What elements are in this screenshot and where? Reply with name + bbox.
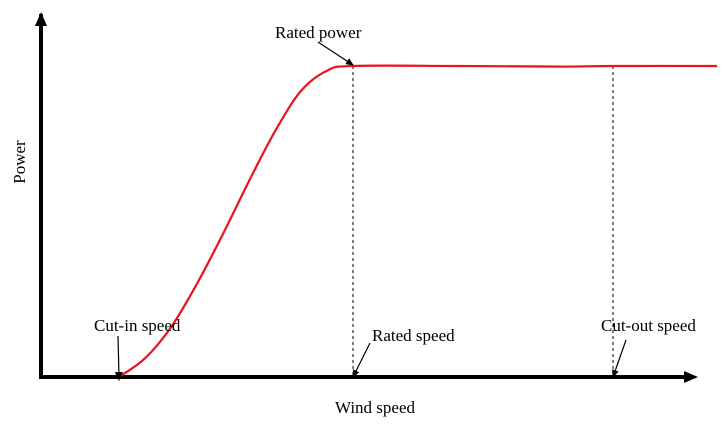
annotation-rated-power: Rated power [275,23,362,42]
y-axis-label: Power [10,140,29,184]
annotation-pointers [114,41,627,381]
x-axis-label: Wind speed [335,398,416,417]
y-axis-arrow [35,12,47,26]
annotation-arrow-3 [317,41,354,66]
annotation-cut-in-speed: Cut-in speed [94,316,181,335]
annotation-arrow-0 [114,335,123,381]
annotation-arrow-2 [612,339,627,378]
annotation-rated-speed: Rated speed [372,326,455,345]
x-axis-arrow [684,371,698,383]
annotation-arrow-1 [352,342,371,378]
power-curve-line [118,64,718,378]
annotation-cut-out-speed: Cut-out speed [601,316,696,335]
guide-lines [352,66,614,377]
